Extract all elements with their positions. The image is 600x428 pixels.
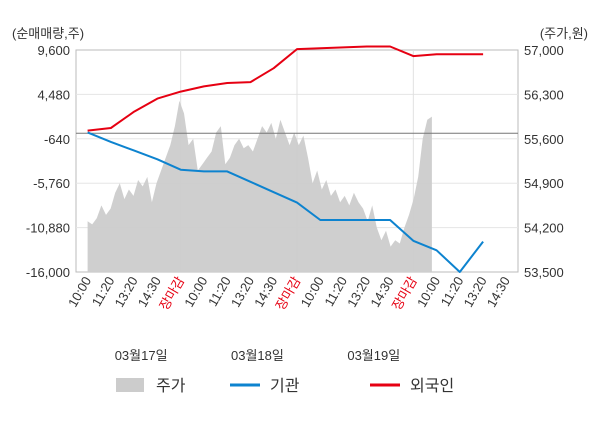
left-tick-label: -640 bbox=[44, 132, 70, 147]
date-label: 03월18일 bbox=[231, 348, 284, 363]
x-tick-label: 10:00 bbox=[181, 274, 210, 310]
x-tick-label: 13:20 bbox=[228, 274, 257, 310]
left-tick-label: 9,600 bbox=[37, 43, 70, 58]
legend: 주가 기관 외국인 bbox=[116, 377, 454, 395]
date-label: 03월17일 bbox=[115, 348, 168, 363]
right-tick-label: 55,600 bbox=[524, 132, 564, 147]
left-tick-label: -10,880 bbox=[26, 221, 70, 236]
legend-item: 기관 bbox=[230, 377, 300, 395]
x-tick-label: 13:20 bbox=[344, 274, 373, 310]
date-label: 03월19일 bbox=[347, 348, 400, 363]
left-axis-unit-label: (순매매량,주) bbox=[12, 26, 84, 41]
legend-label: 외국인 bbox=[410, 377, 454, 395]
left-tick-label: -5,760 bbox=[33, 176, 70, 191]
x-tick-label: 13:20 bbox=[112, 274, 141, 310]
right-axis-unit-label: (주가,원) bbox=[540, 26, 588, 41]
x-axis-ticks: 10:0011:2013:2014:30장마감10:0011:2013:2014… bbox=[65, 274, 513, 313]
x-tick-label: 13:20 bbox=[460, 274, 489, 310]
legend-label: 기관 bbox=[270, 377, 300, 395]
market-close-tick-label: 장마감 bbox=[389, 274, 420, 313]
x-tick-label: 10:00 bbox=[414, 274, 443, 310]
right-tick-label: 56,300 bbox=[524, 87, 564, 102]
x-tick-label: 14:30 bbox=[484, 274, 513, 310]
institution-line bbox=[87, 131, 484, 273]
left-tick-label: -16,000 bbox=[26, 265, 70, 280]
right-tick-label: 57,000 bbox=[524, 43, 564, 58]
legend-swatch-box bbox=[116, 378, 144, 392]
left-tick-label: 4,480 bbox=[37, 87, 70, 102]
legend-item: 외국인 bbox=[370, 377, 454, 395]
right-tick-label: 54,900 bbox=[524, 176, 564, 191]
foreign-line bbox=[87, 45, 484, 132]
x-tick-label: 10:00 bbox=[298, 274, 327, 310]
right-tick-label: 54,200 bbox=[524, 221, 564, 236]
series-lines-layer bbox=[76, 45, 518, 273]
left-axis-ticks: 9,600 4,480 -640 -5,760 -10,880 -16,000 bbox=[26, 43, 70, 280]
right-axis-ticks: 57,000 56,300 55,600 54,900 54,200 53,500 bbox=[524, 43, 564, 280]
date-labels: 03월17일 03월18일 03월19일 bbox=[115, 348, 400, 363]
right-tick-label: 53,500 bbox=[524, 265, 564, 280]
legend-label: 주가 bbox=[156, 377, 186, 395]
legend-item: 주가 bbox=[116, 377, 186, 395]
